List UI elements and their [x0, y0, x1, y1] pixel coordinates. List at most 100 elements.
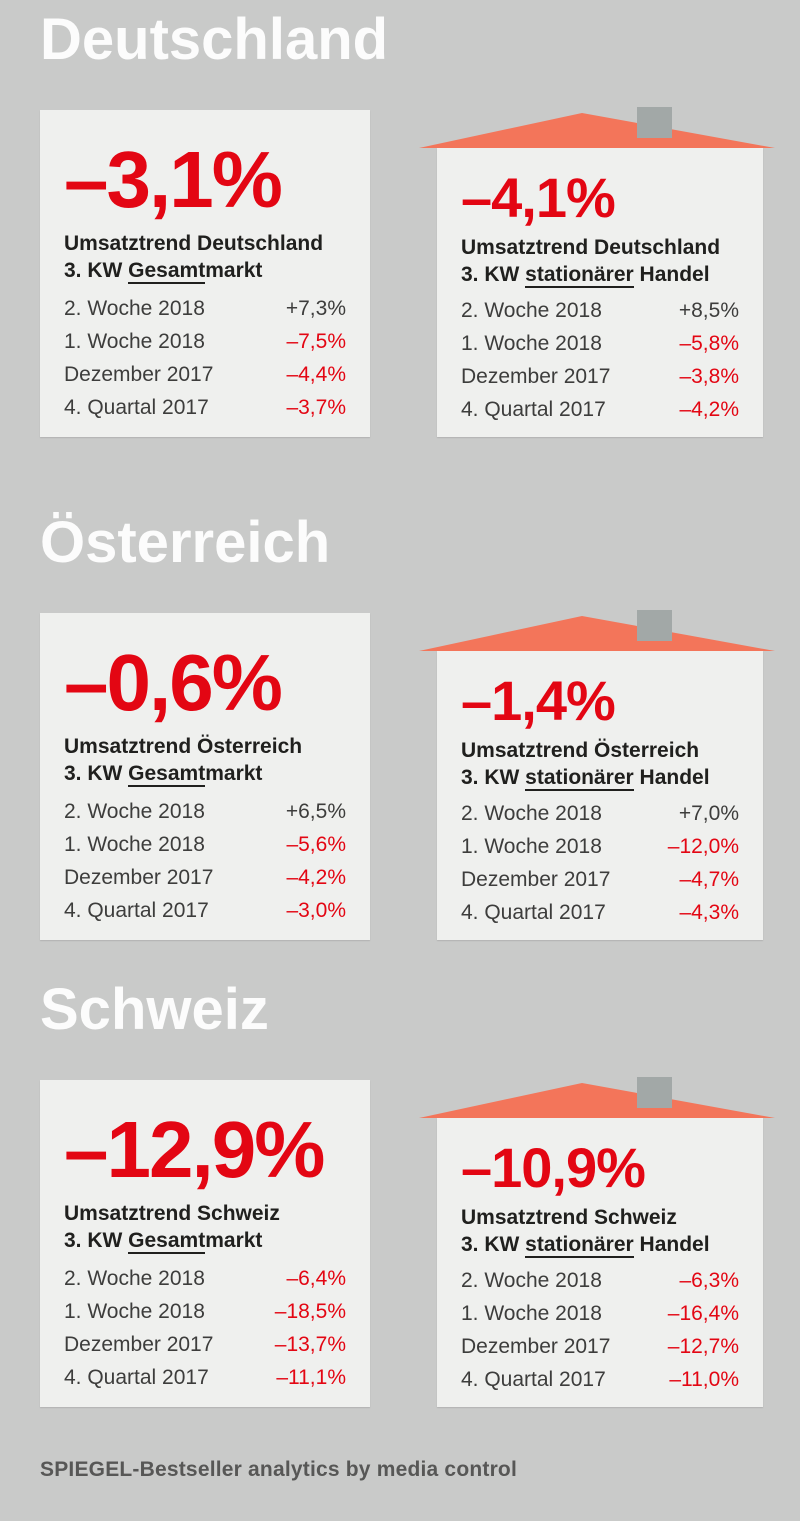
- period-label: 4. Quartal 2017: [461, 1368, 606, 1391]
- chimney-icon: [637, 107, 672, 138]
- period-label: Dezember 2017: [64, 1333, 214, 1356]
- period-label: 2. Woche 2018: [461, 802, 602, 825]
- trend-value: –4,7%: [679, 868, 739, 891]
- card-title: Umsatztrend Schweiz 3. KW stationärer Ha…: [461, 1204, 739, 1258]
- period-label: 1. Woche 2018: [461, 332, 602, 355]
- roof-triangle: [419, 1083, 775, 1118]
- card-title: Umsatztrend Deutschland 3. KW stationäre…: [461, 234, 739, 288]
- card-title-line1: Umsatztrend Österreich: [64, 735, 303, 758]
- trend-rows: 2. Woche 2018 –6,4% 1. Woche 2018 –18,5%…: [64, 1262, 346, 1394]
- trend-rows: 2. Woche 2018 –6,3% 1. Woche 2018 –16,4%…: [461, 1264, 739, 1396]
- period-label: 4. Quartal 2017: [461, 398, 606, 421]
- period-label: 1. Woche 2018: [64, 1300, 205, 1323]
- cards-row: –0,6% Umsatztrend Österreich 3. KW Gesam…: [40, 607, 800, 940]
- period-label: 1. Woche 2018: [64, 330, 205, 353]
- trend-row: 4. Quartal 2017 –4,3%: [461, 896, 739, 929]
- country-heading: Deutschland: [40, 7, 389, 72]
- card-title: Umsatztrend Deutschland 3. KW Gesamtmark…: [64, 230, 346, 284]
- stationaerer-handel-card: –10,9% Umsatztrend Schweiz 3. KW station…: [419, 1074, 775, 1407]
- trend-row: 4. Quartal 2017 –4,2%: [461, 393, 739, 426]
- card-title-line1: Umsatztrend Schweiz: [64, 1202, 280, 1225]
- trend-headline-value: –3,1%: [64, 135, 283, 224]
- section-deutschland: Deutschland –3,1% Umsatztrend Deutschlan…: [0, 10, 800, 437]
- card-subtitle: 3. KW stationärer Handel: [461, 263, 710, 288]
- period-label: Dezember 2017: [64, 363, 214, 386]
- card-title: Umsatztrend Österreich 3. KW Gesamtmarkt: [64, 733, 346, 787]
- trend-row: 2. Woche 2018 +6,5%: [64, 795, 346, 828]
- trend-value: –18,5%: [274, 1300, 346, 1323]
- trend-row: Dezember 2017 –4,7%: [461, 863, 739, 896]
- period-label: Dezember 2017: [461, 868, 611, 891]
- trend-value: –6,4%: [286, 1267, 346, 1290]
- trend-value: –11,1%: [276, 1366, 346, 1389]
- stationaerer-handel-card: –1,4% Umsatztrend Österreich 3. KW stati…: [419, 607, 775, 940]
- period-label: Dezember 2017: [461, 365, 611, 388]
- infographic-root: { "colors": { "red": "#e30613", "roof": …: [0, 10, 800, 1521]
- card-title-line1: Umsatztrend Österreich: [461, 739, 700, 762]
- trend-row: 4. Quartal 2017 –11,0%: [461, 1363, 739, 1396]
- cards-row: –12,9% Umsatztrend Schweiz 3. KW Gesamtm…: [40, 1074, 800, 1407]
- trend-value: –4,2%: [679, 398, 739, 421]
- period-label: 2. Woche 2018: [461, 299, 602, 322]
- trend-row: Dezember 2017 –12,7%: [461, 1330, 739, 1363]
- trend-value: –13,7%: [274, 1333, 346, 1356]
- underlined-word: Gesamt: [128, 1229, 206, 1254]
- trend-value: –7,5%: [286, 330, 346, 353]
- card-subtitle: 3. KW stationärer Handel: [461, 1233, 710, 1258]
- card-subtitle: 3. KW Gesamtmarkt: [64, 1229, 263, 1254]
- period-label: 4. Quartal 2017: [64, 1366, 209, 1389]
- trend-value: –5,6%: [286, 833, 346, 856]
- trend-value: –4,3%: [679, 901, 739, 924]
- card-title: Umsatztrend Österreich 3. KW stationärer…: [461, 737, 739, 791]
- underlined-word: stationärer: [525, 1233, 634, 1258]
- trend-value: –11,0%: [669, 1368, 739, 1391]
- card-title-line1: Umsatztrend Schweiz: [461, 1206, 677, 1229]
- trend-row: 2. Woche 2018 –6,3%: [461, 1264, 739, 1297]
- trend-value: –4,2%: [286, 866, 346, 889]
- card-subtitle: 3. KW stationärer Handel: [461, 766, 710, 791]
- trend-row: 4. Quartal 2017 –11,1%: [64, 1361, 346, 1394]
- gesamtmarkt-card: –0,6% Umsatztrend Österreich 3. KW Gesam…: [40, 613, 370, 940]
- section-oesterreich: Österreich –0,6% Umsatztrend Österreich …: [0, 513, 800, 940]
- trend-row: 1. Woche 2018 –5,6%: [64, 828, 346, 861]
- underlined-word: Gesamt: [128, 259, 206, 284]
- cards-row: –3,1% Umsatztrend Deutschland 3. KW Gesa…: [40, 104, 800, 437]
- gesamtmarkt-card: –12,9% Umsatztrend Schweiz 3. KW Gesamtm…: [40, 1080, 370, 1407]
- house-roof-icon: [419, 107, 775, 148]
- country-heading: Schweiz: [40, 977, 269, 1042]
- trend-value: –6,3%: [679, 1269, 739, 1292]
- period-label: 2. Woche 2018: [64, 1267, 205, 1290]
- source-credit: SPIEGEL-Bestseller analytics by media co…: [40, 1458, 517, 1481]
- house-roof-icon: [419, 610, 775, 651]
- trend-headline-value: –1,4%: [461, 669, 616, 732]
- section-schweiz: Schweiz –12,9% Umsatztrend Schweiz 3. KW…: [0, 980, 800, 1407]
- trend-row: 1. Woche 2018 –16,4%: [461, 1297, 739, 1330]
- country-heading: Österreich: [40, 510, 331, 575]
- period-label: 1. Woche 2018: [64, 833, 205, 856]
- trend-row: 2. Woche 2018 +8,5%: [461, 294, 739, 327]
- trend-rows: 2. Woche 2018 +7,3% 1. Woche 2018 –7,5% …: [64, 292, 346, 424]
- period-label: 4. Quartal 2017: [64, 899, 209, 922]
- card-title-line1: Umsatztrend Deutschland: [461, 236, 721, 259]
- trend-row: Dezember 2017 –4,4%: [64, 358, 346, 391]
- period-label: 4. Quartal 2017: [64, 396, 209, 419]
- period-label: Dezember 2017: [461, 1335, 611, 1358]
- period-label: 1. Woche 2018: [461, 1302, 602, 1325]
- card-subtitle: 3. KW Gesamtmarkt: [64, 762, 263, 787]
- trend-row: 4. Quartal 2017 –3,0%: [64, 894, 346, 927]
- trend-value: –12,0%: [667, 835, 739, 858]
- trend-rows: 2. Woche 2018 +7,0% 1. Woche 2018 –12,0%…: [461, 797, 739, 929]
- trend-value: +8,5%: [678, 299, 739, 322]
- trend-value: –5,8%: [679, 332, 739, 355]
- trend-row: 2. Woche 2018 –6,4%: [64, 1262, 346, 1295]
- trend-value: –16,4%: [667, 1302, 739, 1325]
- trend-value: +7,3%: [285, 297, 346, 320]
- trend-headline-value: –12,9%: [64, 1105, 325, 1194]
- trend-headline-value: –0,6%: [64, 638, 283, 727]
- trend-value: –4,4%: [286, 363, 346, 386]
- card-subtitle: 3. KW Gesamtmarkt: [64, 259, 263, 284]
- trend-value: –3,8%: [679, 365, 739, 388]
- card-title-line1: Umsatztrend Deutschland: [64, 232, 324, 255]
- period-label: 4. Quartal 2017: [461, 901, 606, 924]
- trend-headline-value: –10,9%: [461, 1136, 646, 1199]
